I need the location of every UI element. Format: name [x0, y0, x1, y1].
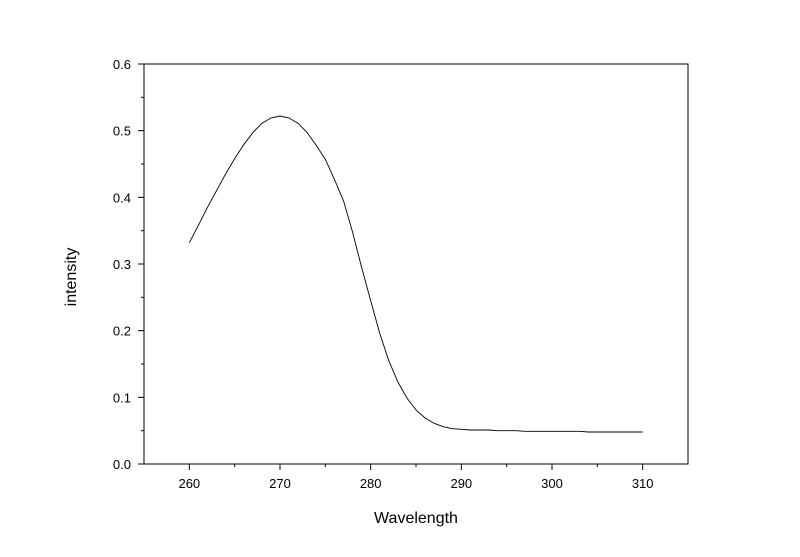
plot-frame	[143, 63, 689, 465]
series-layer	[188, 115, 643, 433]
y-tick-label: 0.0	[113, 457, 131, 472]
x-axis: 260 270 280 290 300 310	[178, 464, 654, 491]
x-tick-label: 300	[541, 476, 563, 491]
x-tick-label: 280	[360, 476, 382, 491]
y-tick-label: 0.6	[113, 57, 131, 72]
y-tick-label: 0.4	[113, 190, 131, 205]
x-tick-label: 290	[450, 476, 472, 491]
y-tick-label: 0.5	[113, 124, 131, 139]
series-line	[188, 115, 643, 433]
y-axis: 0.0 0.1 0.2 0.3 0.4 0.5 0.6	[113, 57, 144, 472]
y-tick-label: 0.1	[113, 390, 131, 405]
x-tick-label: 260	[178, 476, 200, 491]
y-axis-title: intensity	[63, 248, 80, 307]
y-tick-label: 0.3	[113, 257, 131, 272]
x-axis-title: Wavelength	[374, 510, 458, 527]
y-tick-label: 0.2	[113, 324, 131, 339]
x-tick-label: 270	[269, 476, 291, 491]
x-tick-label: 310	[632, 476, 654, 491]
